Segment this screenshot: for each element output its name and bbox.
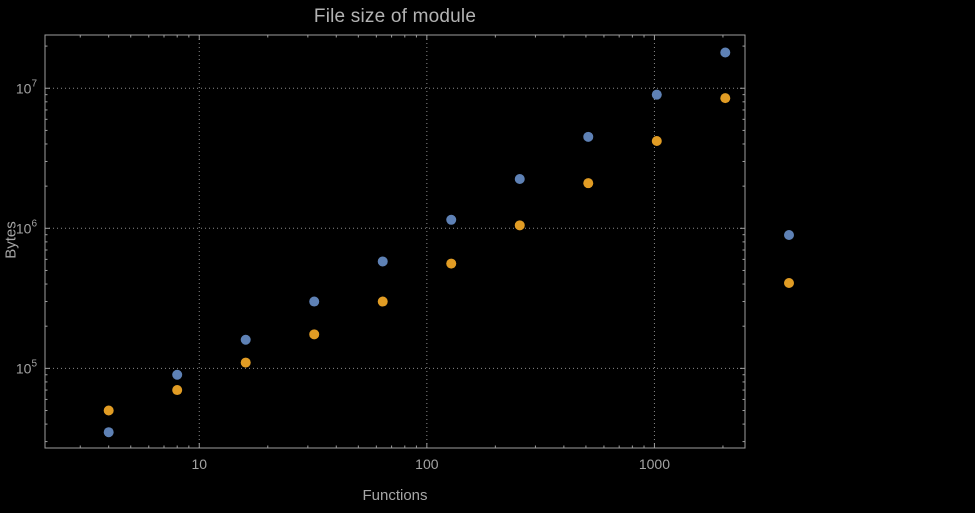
data-point-series-1 [651, 89, 662, 100]
data-point-series-2 [377, 296, 388, 307]
legend-marker-series-1 [784, 230, 794, 240]
y-tick-label: 107 [16, 78, 38, 96]
x-tick-label: 1000 [639, 456, 670, 472]
data-point-series-1 [720, 47, 731, 58]
x-tick-label: 10 [191, 456, 207, 472]
data-point-series-1 [583, 131, 594, 142]
plot-frame [44, 34, 746, 449]
data-point-series-2 [514, 220, 525, 231]
data-point-series-1 [309, 296, 320, 307]
chart-title: File size of module [313, 6, 477, 27]
x-tick-label: 100 [415, 456, 439, 472]
data-point-series-2 [309, 329, 320, 340]
data-point-series-1 [172, 369, 183, 380]
x-axis-label: Functions [362, 487, 428, 504]
y-tick-label: 106 [16, 218, 38, 236]
data-point-series-2 [172, 385, 183, 396]
data-point-series-1 [446, 214, 457, 225]
legend-marker-series-2 [784, 278, 794, 288]
data-point-series-2 [651, 136, 662, 147]
data-point-series-1 [103, 427, 114, 438]
data-point-series-2 [720, 93, 731, 104]
data-point-series-1 [240, 334, 251, 345]
data-point-series-2 [446, 258, 457, 269]
y-tick-label: 105 [16, 358, 38, 376]
data-point-series-1 [377, 256, 388, 267]
data-point-series-2 [103, 405, 114, 416]
data-point-series-1 [514, 173, 525, 184]
data-point-series-2 [240, 357, 251, 368]
data-point-series-2 [583, 178, 594, 189]
